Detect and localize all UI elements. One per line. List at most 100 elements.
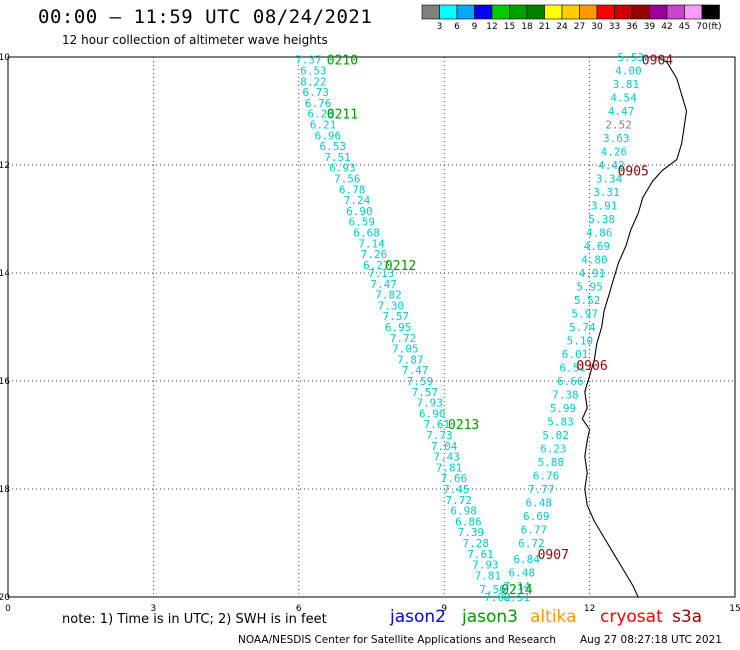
wave-height-label: 7.87	[397, 353, 424, 366]
legend-swatch	[421, 4, 440, 20]
legend-swatch	[649, 4, 668, 20]
legend-swatch	[701, 4, 720, 20]
legend-tick-label: 33	[609, 22, 620, 32]
wave-height-label: 7.02	[484, 591, 511, 604]
legend-swatch	[579, 4, 598, 20]
wave-height-label: 5.38	[588, 213, 615, 226]
legend-tick-label: 3	[437, 22, 443, 32]
wave-height-label: 6.59	[349, 216, 376, 229]
wave-height-label: 4.00	[615, 65, 642, 78]
wave-height-label: 7.61	[467, 548, 494, 561]
legend-tick-label: 15	[504, 22, 515, 32]
wave-height-label: 6.53	[300, 65, 327, 78]
wave-height-label: 7.13	[368, 267, 395, 280]
legend-swatch	[631, 4, 650, 20]
wave-height-label: 4.80	[581, 254, 608, 267]
wave-height-label: 7.47	[402, 364, 429, 377]
wave-height-label: 4.91	[579, 267, 606, 280]
legend-tick-label: 27	[574, 22, 585, 32]
legend-swatch	[614, 4, 633, 20]
wave-height-label: 6.77	[521, 524, 548, 537]
wave-height-label: 5.52	[574, 294, 601, 307]
wave-height-label: 5.99	[550, 402, 577, 415]
wave-height-label: 6.90	[346, 205, 373, 218]
wave-height-label: 5.02	[542, 429, 569, 442]
satellite-name-s3a: s3a	[672, 607, 703, 627]
legend-tick-label: 12	[486, 22, 497, 32]
wave-height-label: 7.14	[504, 580, 531, 593]
legend-swatch	[596, 4, 615, 20]
wave-height-label: 7.05	[392, 343, 419, 356]
wave-height-label: 5.88	[538, 456, 565, 469]
wave-height-label: 7.26	[361, 248, 388, 261]
wave-height-label: 6.26	[307, 108, 334, 121]
legend-tick-label: 24	[556, 22, 568, 32]
x-tick-label: 0	[5, 604, 11, 614]
legend-swatch	[561, 4, 580, 20]
legend-swatch	[684, 4, 703, 20]
wave-height-label: 7.28	[462, 537, 489, 550]
wave-height-label: 6.01	[562, 348, 589, 361]
wave-height-label: 4.47	[608, 105, 635, 118]
wave-height-label: 7.14	[358, 237, 385, 250]
wave-height-label: 5.74	[569, 321, 596, 334]
legend-swatch	[509, 4, 528, 20]
x-tick-label: 9	[441, 604, 447, 614]
wave-height-label: 7.56	[334, 173, 361, 186]
legend-swatch	[544, 4, 563, 20]
time-label: 0906	[576, 359, 607, 374]
wave-height-label: 3.34	[596, 173, 623, 186]
legend-tick-label: 18	[521, 22, 533, 32]
wave-height-label: 6.84	[513, 553, 540, 566]
legend-tick-label: 30	[591, 22, 603, 32]
satellite-name-jason2: jason2	[390, 607, 446, 627]
x-tick-label: 15	[729, 604, 740, 614]
time-label: 0210	[327, 54, 358, 69]
wave-height-label: 7.82	[375, 289, 402, 302]
time-label: 0211	[327, 108, 358, 123]
wave-height-label: 7.59	[407, 375, 434, 388]
wave-height-label: 7.38	[552, 389, 579, 402]
legend-tick-label: 21	[539, 22, 550, 32]
wave-height-label: 2.52	[605, 119, 632, 132]
wave-height-label: 4.42	[598, 159, 625, 172]
wave-height-label: 6.90	[419, 407, 446, 420]
wave-height-label: 5.53	[618, 51, 645, 64]
wave-height-label: 7.30	[378, 299, 405, 312]
time-label: 0212	[385, 259, 416, 274]
wave-height-label: 6.23	[540, 443, 567, 456]
coastline	[581, 56, 688, 598]
wave-height-label: 6.78	[339, 183, 366, 196]
wave-height-label: 7.72	[390, 332, 417, 345]
legend-tick-label: 6	[454, 22, 460, 32]
satellite-name-jason3: jason3	[462, 607, 518, 627]
wave-height-label: 5.10	[567, 335, 594, 348]
wave-height-label: 6.86	[455, 515, 482, 528]
time-label: 0904	[642, 54, 673, 69]
wave-height-label: 6.27	[363, 259, 390, 272]
wave-height-label: 5.83	[547, 416, 574, 429]
legend-swatch	[666, 4, 685, 20]
legend-swatch	[526, 4, 545, 20]
wave-height-label: 6.93	[329, 162, 356, 175]
wave-height-label: 3.81	[613, 78, 640, 91]
wave-height-label: 4.26	[601, 146, 628, 159]
wave-height-label: 7.77	[528, 483, 555, 496]
wave-height-label: 7.51	[324, 151, 351, 164]
legend-swatch	[474, 4, 493, 20]
time-label: 0213	[448, 418, 479, 433]
y-tick-label: -16	[0, 377, 10, 387]
wave-height-label: 7.61	[424, 418, 451, 431]
wave-height-label: 7.93	[472, 559, 499, 572]
wave-height-label: 4.69	[584, 240, 611, 253]
y-tick-label: -20	[0, 593, 10, 603]
legend-swatch	[456, 4, 475, 20]
y-tick-label: -12	[0, 161, 10, 171]
wave-height-label: 6.76	[305, 97, 332, 110]
wave-height-label: 7.04	[431, 440, 458, 453]
wave-height-label: 7.57	[412, 386, 439, 399]
wave-height-label: 5.95	[576, 281, 603, 294]
wave-height-label: 7.47	[370, 278, 397, 291]
legend-tick-label: 42	[661, 22, 672, 32]
wave-height-label: 8.51	[504, 591, 531, 604]
